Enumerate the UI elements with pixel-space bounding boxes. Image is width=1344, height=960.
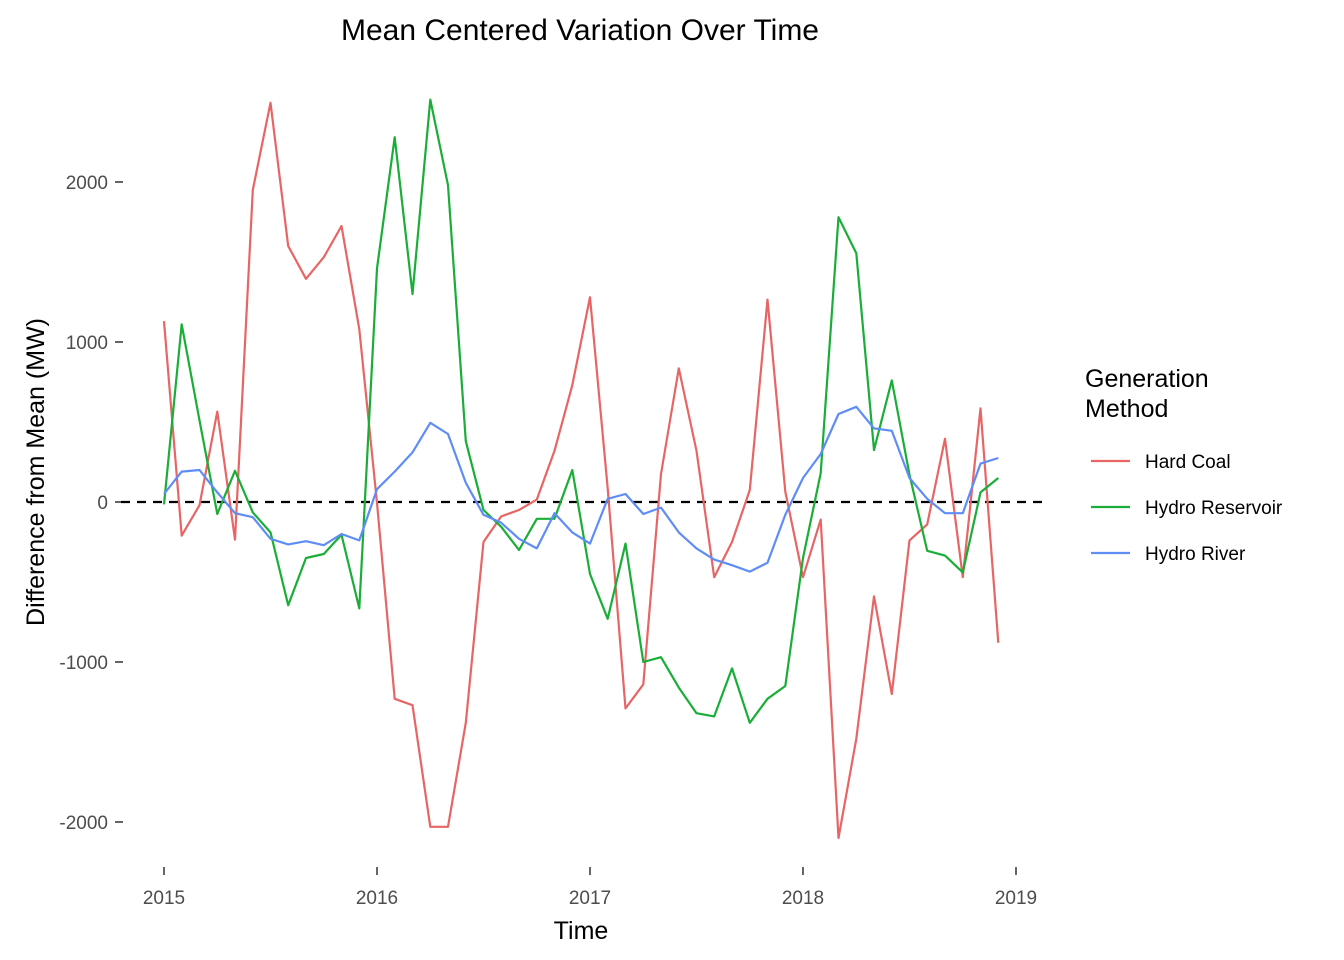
x-tick-label: 2018 [782, 888, 824, 909]
y-axis-title: Difference from Mean (MW) [22, 318, 50, 626]
y-tick-label: 0 [97, 493, 108, 514]
legend-label: Hydro Reservoir [1145, 498, 1283, 519]
legend-label: Hydro River [1145, 544, 1246, 565]
plot-area: -2000 -1000 0 1000 2000 2015 2016 2017 2018 2019 [59, 98, 1042, 909]
series-line-hydro-river [163, 405, 999, 573]
x-tick-label: 2019 [995, 888, 1037, 909]
series-lines [162, 98, 1000, 840]
x-tick-label: 2017 [569, 888, 611, 909]
chart-title: Mean Centered Variation Over Time [341, 14, 819, 47]
x-tick-label: 2016 [356, 888, 398, 909]
x-axis: 2015 2016 2017 2018 2019 [143, 867, 1037, 909]
y-tick-label: 2000 [66, 173, 108, 194]
legend: Generation Method Hard Coal Hydro Reservo… [1085, 365, 1283, 565]
series-line-hard-coal [162, 101, 1000, 840]
y-tick-label: -2000 [59, 813, 108, 834]
legend-label: Hard Coal [1145, 452, 1231, 473]
y-axis: -2000 -1000 0 1000 2000 [59, 173, 123, 834]
legend-title-line-1: Generation [1085, 365, 1209, 393]
x-tick-label: 2015 [143, 888, 185, 909]
legend-items: Hard Coal Hydro Reservoir Hydro River [1091, 452, 1283, 565]
y-tick-label: 1000 [66, 333, 108, 354]
x-axis-title: Time [554, 917, 609, 945]
series-line-hydro-reservoir [162, 98, 999, 724]
legend-title-line-2: Method [1085, 395, 1168, 423]
y-tick-label: -1000 [59, 653, 108, 674]
